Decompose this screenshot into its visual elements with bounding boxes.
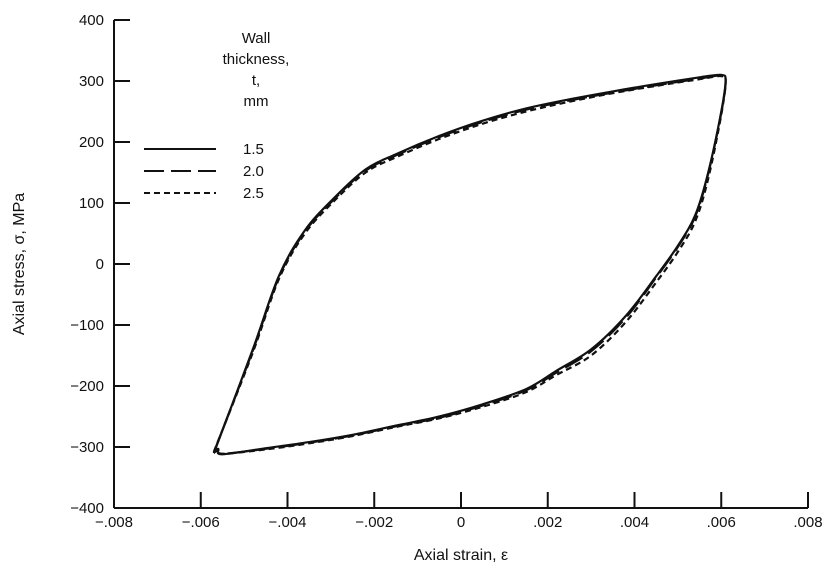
x-tick-label: −.002 — [355, 514, 393, 531]
series-line-2-5 — [212, 74, 727, 455]
y-tick-label: −200 — [70, 378, 104, 395]
x-tick-label: −.004 — [269, 514, 307, 531]
series-layer — [212, 73, 727, 456]
y-tick-label: −400 — [70, 500, 104, 517]
x-axis-title: Axial strain, ε — [414, 547, 508, 564]
y-tick-label: −100 — [70, 317, 104, 334]
x-tick-label: .006 — [707, 514, 736, 531]
y-tick-label: 100 — [79, 195, 104, 212]
legend-title-line: thickness, — [223, 51, 290, 68]
legend-title-line: mm — [244, 93, 269, 110]
x-ticks: −.008 −.006 −.004 −.002 0 .002 .004 .006 .008 — [95, 492, 823, 531]
legend: Wall thickness, t, mm 1.5 2.0 2.5 — [144, 30, 289, 202]
x-tick-label: −.008 — [95, 514, 133, 531]
legend-label: 2.5 — [243, 185, 264, 202]
y-tick-label: 200 — [79, 134, 104, 151]
legend-label: 1.5 — [243, 141, 264, 158]
series-line-2-0 — [212, 74, 727, 455]
x-tick-label: .008 — [793, 514, 822, 531]
series-line-1-5 — [212, 73, 727, 456]
y-tick-label: 300 — [79, 73, 104, 90]
x-tick-label: 0 — [457, 514, 465, 531]
legend-title-line: t, — [252, 72, 260, 89]
legend-title-line: Wall — [242, 30, 271, 47]
x-tick-label: .004 — [620, 514, 649, 531]
y-tick-label: 0 — [96, 256, 104, 273]
legend-items: 1.5 2.0 2.5 — [144, 141, 264, 202]
axes — [113, 20, 808, 509]
legend-label: 2.0 — [243, 163, 264, 180]
legend-title: Wall thickness, t, mm — [223, 30, 290, 110]
x-tick-label: .002 — [533, 514, 562, 531]
y-ticks: −400 −300 −200 −100 0 100 200 300 400 — [70, 12, 130, 517]
y-axis-title: Axial stress, σ, MPa — [11, 193, 28, 335]
y-tick-label: −300 — [70, 439, 104, 456]
y-tick-label: 400 — [79, 12, 104, 29]
x-tick-label: −.006 — [182, 514, 220, 531]
